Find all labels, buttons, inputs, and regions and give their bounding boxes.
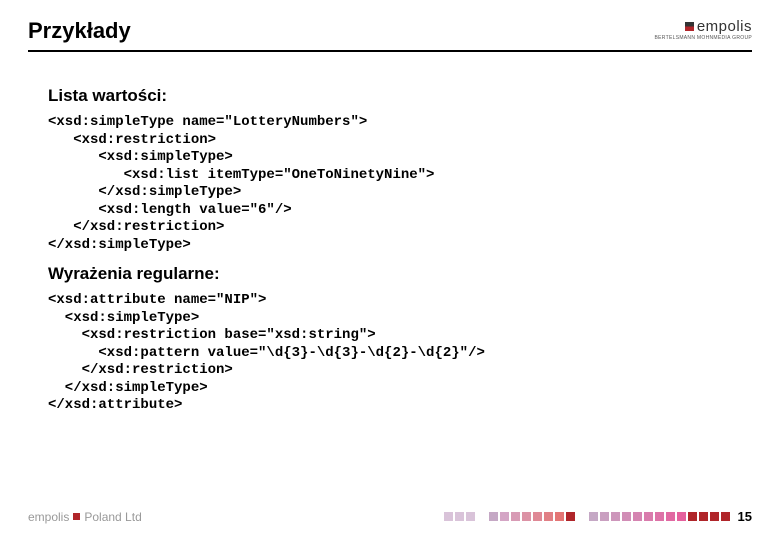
color-square [444, 512, 453, 521]
footer-logo: empolis Poland Ltd [28, 510, 142, 524]
color-square [611, 512, 620, 521]
page-number: 15 [738, 509, 752, 524]
color-square [455, 512, 464, 521]
color-square [688, 512, 697, 521]
color-square [699, 512, 708, 521]
logo-subtext: BERTELSMANN MOHNMEDIA GROUP [655, 35, 752, 41]
section-title-1: Lista wartości: [48, 86, 732, 106]
color-square [555, 512, 564, 521]
color-square [500, 512, 509, 521]
logo-square-icon [685, 22, 694, 31]
color-square [489, 512, 498, 521]
slide-content: Lista wartości: <xsd:simpleType name="Lo… [28, 52, 752, 415]
color-square [566, 512, 575, 521]
footer-square-icon [73, 513, 80, 520]
color-square [655, 512, 664, 521]
slide-title: Przykłady [28, 18, 131, 44]
color-square [710, 512, 719, 521]
slide-footer: empolis Poland Ltd 15 [28, 509, 752, 524]
color-square [511, 512, 520, 521]
color-square [589, 512, 598, 521]
code-block-1: <xsd:simpleType name="LotteryNumbers"> <… [48, 114, 732, 254]
color-square [466, 512, 475, 521]
color-square [522, 512, 531, 521]
color-square [677, 512, 686, 521]
code-block-2: <xsd:attribute name="NIP"> <xsd:simpleTy… [48, 292, 732, 415]
color-square [533, 512, 542, 521]
color-square [644, 512, 653, 521]
logo-text: empolis [697, 18, 752, 35]
color-square [721, 512, 730, 521]
color-squares-strip [442, 512, 730, 521]
logo-top: empolis BERTELSMANN MOHNMEDIA GROUP [655, 18, 752, 41]
color-square [600, 512, 609, 521]
slide-header: Przykłady empolis BERTELSMANN MOHNMEDIA … [28, 18, 752, 52]
footer-logo-text-a: empolis [28, 510, 69, 524]
footer-logo-text-b: Poland Ltd [84, 510, 141, 524]
color-square [622, 512, 631, 521]
color-square [666, 512, 675, 521]
section-title-2: Wyrażenia regularne: [48, 264, 732, 284]
color-square [633, 512, 642, 521]
color-square [544, 512, 553, 521]
